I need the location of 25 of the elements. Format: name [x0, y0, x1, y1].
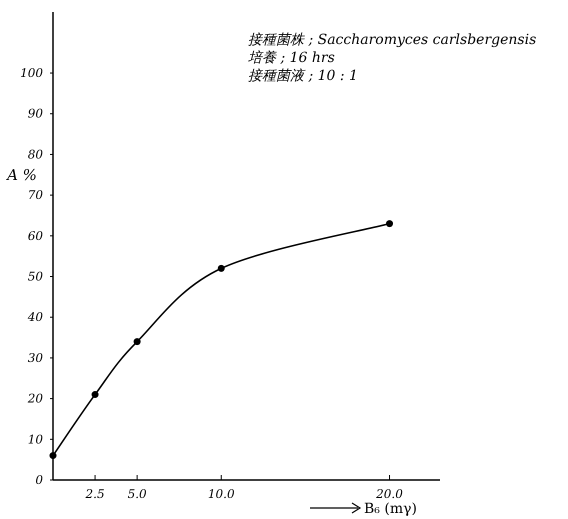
x-tick-label: 20.0 [375, 487, 404, 501]
x-tick-label: 2.5 [84, 487, 105, 501]
point [50, 452, 56, 460]
point [386, 220, 394, 228]
y-tick-label: 10 [28, 432, 44, 446]
y-tick-label: 90 [28, 106, 44, 121]
x-tick-label: 5.0 [128, 487, 148, 501]
x-tick-label: 10.0 [208, 487, 235, 501]
y-tick-label: 0 [35, 473, 44, 487]
y-tick-label: 70 [28, 188, 44, 202]
annotation: 接種菌株 ; Saccharomyces carlsbergensis [248, 32, 536, 48]
point [134, 338, 141, 346]
y-tick-label: 40 [26, 310, 44, 324]
y-tick-label: 60 [28, 228, 44, 243]
annotation: 接種菌液 ; 10 : 1 [248, 68, 358, 84]
y-tick-label: 100 [20, 66, 44, 80]
x-axis-title: B₆ (mγ) [364, 501, 417, 517]
y-tick-label: 50 [28, 270, 44, 284]
y-tick-label: 20 [26, 392, 44, 406]
y-tick-label: 80 [28, 147, 44, 162]
y-tick-label: 30 [28, 350, 44, 365]
annotation: 培養 ; 16 hrs [248, 50, 335, 66]
point [92, 391, 99, 398]
y-axis-title: A % [5, 166, 37, 184]
point [218, 264, 225, 272]
